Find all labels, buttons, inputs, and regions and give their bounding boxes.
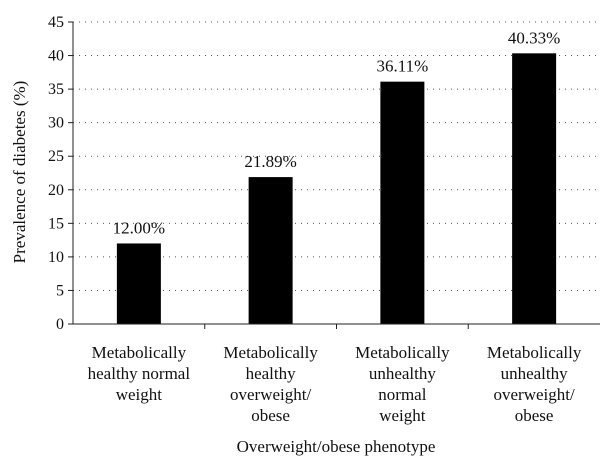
data-label: 36.11% (376, 57, 428, 76)
x-category-label: Metabolically unhealthy normal weight (355, 343, 450, 425)
y-tick-label: 30 (48, 115, 64, 132)
x-category-label: Metabolically unhealthy overweight/obese (487, 343, 582, 425)
data-label: 21.89% (244, 152, 296, 171)
y-tick-label: 5 (56, 282, 64, 299)
y-tick-labels: 0 5 10 15 20 25 30 35 40 45 (48, 14, 64, 333)
x-category-label-line: Metabolically (355, 343, 450, 362)
x-category-label-line: unhealthy (501, 364, 569, 383)
y-tick-label: 0 (56, 316, 64, 333)
y-tick-label: 45 (48, 14, 64, 31)
x-axis-label: Overweight/obese phenotype (237, 437, 436, 456)
data-label: 40.33% (508, 28, 560, 47)
axes (68, 21, 600, 329)
x-category-label-line: obese (515, 406, 554, 425)
bar (380, 81, 425, 325)
x-category-label-line: overweight/ (494, 385, 575, 404)
x-category-label: Metabolically healthy overweight/obese (223, 343, 318, 425)
x-category-label-line: healthy normal (88, 364, 191, 383)
x-category-label-line: obese (251, 406, 290, 425)
x-category-label-line: Metabolically (487, 343, 582, 362)
y-tick-label: 40 (48, 48, 64, 65)
x-category-label-line: weight (116, 385, 163, 404)
data-label: 12.00% (113, 218, 165, 237)
x-category-label-line: weight (379, 406, 426, 425)
x-category-label-line: overweight/ (230, 385, 311, 404)
x-category-label: Metabolically healthy normal weight (88, 343, 191, 404)
x-category-label-line: healthy (246, 364, 297, 383)
x-category-label-line: Metabolically (223, 343, 318, 362)
bars (116, 53, 557, 325)
y-tick-label: 20 (48, 182, 64, 199)
x-category-label-line: unhealthy (369, 364, 437, 383)
y-tick-label: 10 (48, 249, 64, 266)
x-category-label-line: Metabolically (92, 343, 187, 362)
bar (512, 53, 557, 325)
x-category-label-line: normal (378, 385, 426, 404)
y-tick-label: 25 (48, 148, 64, 165)
bar (248, 177, 293, 324)
data-labels: 12.00% 21.89% 36.11% 40.33% (113, 28, 561, 237)
bar (116, 243, 161, 324)
y-tick-label: 35 (48, 81, 64, 98)
y-axis-label: Prevalence of diabetes (%) (10, 81, 29, 264)
y-tick-label: 15 (48, 215, 64, 232)
x-category-labels: Metabolically healthy normal weightMetabol… (88, 343, 582, 425)
